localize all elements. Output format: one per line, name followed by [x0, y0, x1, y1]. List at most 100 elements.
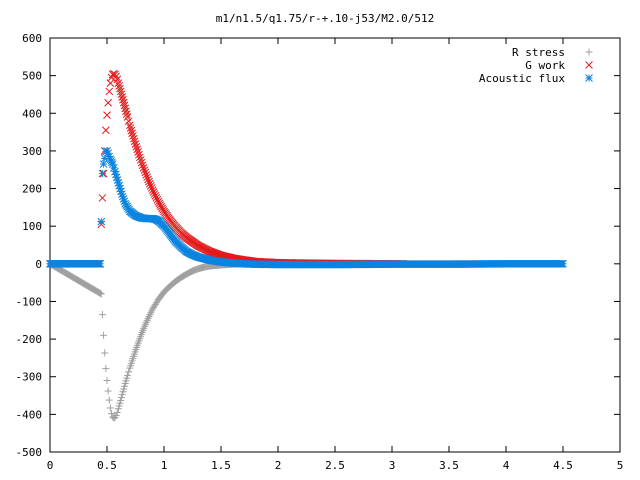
point-cross — [120, 101, 129, 110]
point-cross-stroke — [113, 75, 122, 84]
point-cross-stroke — [120, 101, 129, 110]
point-plus — [106, 404, 114, 412]
point-cross — [137, 158, 146, 167]
point-plus — [104, 387, 112, 395]
point-cross-stroke — [142, 170, 151, 179]
point-cross-stroke — [112, 72, 120, 81]
point-cross — [125, 121, 134, 130]
y-tick-label: 0 — [35, 258, 42, 271]
point-plus — [96, 289, 104, 297]
point-plus — [103, 376, 111, 384]
y-tick-label: -200 — [16, 333, 43, 346]
point-cross — [104, 98, 112, 107]
point-cross-stroke — [106, 79, 115, 88]
y-tick-label: 400 — [22, 107, 42, 120]
point-cross — [102, 126, 110, 135]
point-cross-stroke — [138, 161, 147, 170]
x-tick-label: 0 — [47, 459, 54, 472]
point-star — [98, 169, 107, 178]
y-tick-label: 200 — [22, 183, 42, 196]
point-cross-stroke — [102, 126, 110, 135]
axes: 0 0.5 1 1.5 2 2.5 3 3.5 4 4.5 5 600 500 400 300 200 100 0… — [16, 32, 624, 472]
data-marks — [46, 69, 567, 422]
point-cross-stroke — [128, 129, 136, 138]
point-cross — [142, 170, 151, 179]
point-star-stroke — [104, 149, 112, 158]
point-star-stroke — [109, 163, 118, 172]
series-acoustic-flux — [46, 147, 567, 269]
x-tick-label: 3.5 — [439, 459, 459, 472]
point-cross-stroke — [141, 168, 150, 177]
y-tick-label: -100 — [16, 295, 43, 308]
point-cross-stroke — [132, 142, 141, 151]
point-plus — [124, 372, 132, 380]
point-star-stroke — [108, 160, 117, 168]
point-cross — [118, 93, 127, 101]
point-cross — [132, 142, 141, 151]
point-star-stroke — [96, 259, 105, 268]
point-cross-stroke — [127, 126, 136, 135]
y-tick-label: 500 — [22, 70, 42, 83]
point-cross-stroke — [135, 150, 143, 159]
y-tick-label: -500 — [16, 446, 43, 459]
point-cross — [148, 186, 157, 194]
point-cross-stroke — [150, 190, 159, 198]
point-cross — [122, 107, 130, 116]
point-cross-stroke — [147, 184, 156, 192]
point-cross — [151, 192, 160, 200]
point-cross-stroke — [126, 124, 135, 132]
point-cross-stroke — [134, 148, 142, 156]
x-tick-label: 0.5 — [97, 459, 117, 472]
point-star-stroke — [97, 217, 106, 226]
point-cross — [150, 190, 159, 198]
point-cross — [138, 161, 147, 170]
point-cross-stroke — [119, 98, 128, 107]
point-cross-stroke — [145, 177, 153, 186]
point-cross-stroke — [103, 111, 111, 120]
point-cross-stroke — [152, 193, 161, 202]
x-tick-label: 1 — [161, 459, 168, 472]
point-cross — [119, 98, 128, 107]
point-cross-stroke — [121, 104, 130, 113]
point-cross-stroke — [149, 188, 158, 196]
point-plus — [112, 411, 120, 419]
point-cross-stroke — [111, 70, 119, 79]
point-cross — [98, 194, 107, 202]
point-cross — [145, 177, 153, 186]
point-cross-stroke — [153, 195, 162, 204]
point-cross — [121, 104, 130, 113]
plot-frame — [49, 37, 621, 453]
x-tick-label: 2 — [275, 459, 282, 472]
point-cross-stroke — [140, 166, 149, 175]
point-plus — [117, 394, 125, 402]
point-cross — [116, 84, 124, 93]
point-cross-stroke — [143, 173, 151, 182]
point-cross — [144, 175, 152, 184]
point-plus — [105, 396, 113, 404]
point-cross — [140, 166, 149, 175]
point-cross — [116, 87, 125, 96]
point-cross-stroke — [118, 93, 127, 101]
point-cross-stroke — [119, 95, 127, 104]
point-cross — [127, 126, 136, 135]
point-cross — [146, 181, 155, 190]
point-cross — [135, 153, 144, 162]
point-cross-stroke — [139, 163, 148, 172]
point-cross — [128, 129, 136, 138]
point-cross-stroke — [133, 145, 142, 154]
point-cross-stroke — [137, 158, 146, 167]
x-tick-label: 5 — [617, 459, 624, 472]
y-tick-label: 100 — [22, 220, 42, 233]
point-cross — [117, 90, 126, 99]
point-cross-stroke — [146, 179, 154, 188]
point-cross — [105, 87, 114, 96]
y-tick-label: 600 — [22, 32, 42, 45]
point-plus — [98, 311, 106, 319]
point-cross-stroke — [117, 90, 126, 99]
x-tick-label: 3 — [389, 459, 396, 472]
point-cross — [133, 145, 142, 154]
point-cross — [122, 110, 131, 119]
point-plus — [102, 364, 110, 372]
point-cross-stroke — [129, 134, 138, 143]
